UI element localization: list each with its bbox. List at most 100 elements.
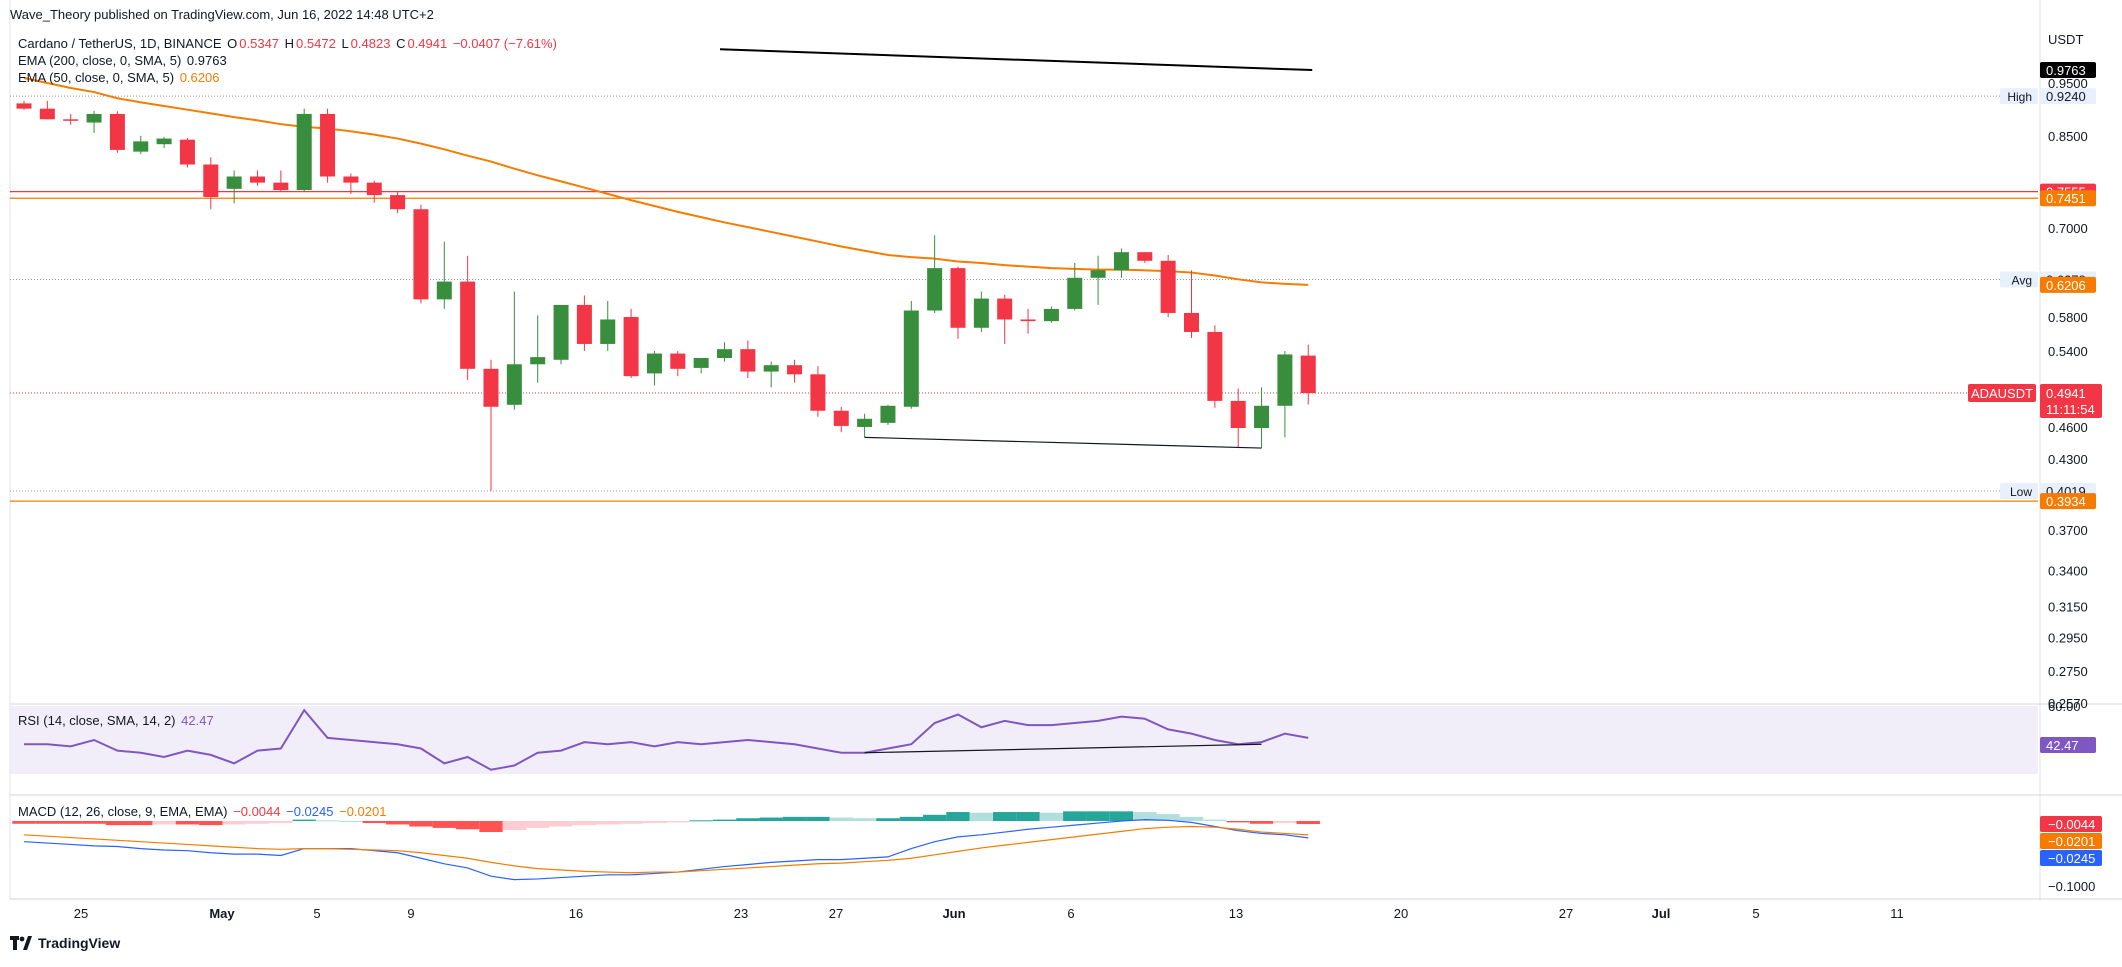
candle — [436, 241, 452, 309]
candle-body — [1160, 260, 1176, 313]
macd-line-badge — [2040, 850, 2102, 866]
macd-line-value: −0.0245 — [286, 804, 334, 819]
macd-histogram-bar — [666, 821, 690, 823]
horizontal-levels — [10, 190, 2038, 502]
candle — [740, 340, 756, 379]
macd-histogram-bar — [782, 816, 807, 821]
rsi-value-badge — [2040, 737, 2096, 753]
macd-signal-badge — [2040, 833, 2102, 849]
price-tick-label: 0.8500 — [2048, 129, 2088, 144]
rsi-trendline — [864, 743, 1262, 754]
candle — [226, 170, 242, 204]
time-tick-label: 16 — [569, 906, 583, 921]
price-tick-label: 0.3150 — [2048, 600, 2088, 615]
candle-body — [250, 176, 265, 183]
time-tick-label: 9 — [407, 906, 414, 921]
tradingview-logo[interactable]: TradingView — [10, 935, 120, 951]
rsi-legend[interactable]: RSI (14, close, SMA, 14, 2) 42.47 — [18, 713, 216, 728]
macd-histogram-bar — [1016, 812, 1040, 821]
macd-label: MACD (12, 26, close, 9, EMA, EMA) — [18, 804, 228, 819]
macd-histogram-bar — [339, 821, 363, 822]
last-price-countdown: 11:11:54 — [2046, 402, 2095, 417]
price-tick-label: 0.2570 — [2048, 696, 2088, 711]
candle — [763, 361, 779, 388]
candle-body — [623, 317, 639, 377]
time-tick-label: 27 — [1559, 906, 1573, 921]
candle-body — [553, 304, 569, 360]
price-tick-label: 0.2750 — [2048, 664, 2088, 679]
trendlines — [864, 436, 1262, 449]
ohlc-c-label: C — [396, 36, 406, 51]
price-badge-bg — [2040, 88, 2096, 105]
macd-histogram-bar — [479, 821, 503, 833]
candle-body — [179, 139, 195, 165]
macd-histogram-bar — [572, 821, 597, 826]
price-badge-text: 0.9240 — [2046, 89, 2086, 104]
price-axis[interactable]: USDT 0.9500 0.8500 0.7000 0.5800 0.5400 0.4600… — [1968, 32, 2102, 894]
price-tick-label: 0.7000 — [2048, 221, 2088, 236]
candle — [997, 294, 1013, 344]
ema50-label: EMA (50, close, 0, SMA, 5) — [18, 70, 175, 85]
macd-histogram-bar — [222, 821, 246, 825]
candle-body — [927, 268, 943, 311]
candle-body — [343, 176, 359, 183]
candle — [179, 137, 195, 168]
candle-body — [156, 138, 172, 145]
time-tick-label: 20 — [1394, 906, 1408, 921]
macd-histogram-bar — [852, 818, 877, 821]
macd-histogram-bar — [596, 821, 620, 825]
candle — [39, 100, 55, 120]
symbol-legend[interactable]: Cardano / TetherUS, 1D, BINANCE O 0.5347 … — [18, 36, 559, 51]
candle — [413, 204, 429, 304]
time-tick-label: 5 — [313, 906, 320, 921]
candle-body — [997, 298, 1013, 320]
price-tick-label: 0.4300 — [2048, 452, 2088, 467]
macd-histogram-bar — [35, 821, 60, 824]
ema200-label: EMA (200, close, 0, SMA, 5) — [18, 53, 182, 68]
candle-body — [763, 365, 779, 372]
candle — [530, 315, 546, 383]
time-tick-label: 11 — [1890, 906, 1904, 921]
candle-body — [436, 281, 452, 300]
candle — [1254, 387, 1270, 449]
candle — [646, 350, 662, 386]
candle — [1230, 388, 1246, 447]
macd-legend[interactable]: MACD (12, 26, close, 9, EMA, EMA) −0.004… — [18, 804, 388, 819]
candle-body — [273, 182, 289, 191]
candle — [693, 357, 709, 374]
macd-histogram-bar — [269, 821, 293, 824]
candle — [16, 100, 32, 110]
candle — [296, 108, 312, 192]
candle-body — [973, 298, 989, 328]
candle — [576, 295, 592, 351]
candle — [787, 359, 803, 383]
candle-body — [413, 209, 429, 300]
macd-histogram-bar — [292, 819, 316, 821]
ema200-legend[interactable]: EMA (200, close, 0, SMA, 5) 0.9763 — [18, 53, 229, 68]
macd-histogram-bar — [409, 821, 433, 827]
macd-hist-badge-text: −0.0044 — [2048, 817, 2095, 832]
candle — [156, 136, 172, 149]
ema50-value: 0.6206 — [179, 70, 220, 85]
candle — [133, 135, 149, 154]
candle — [1043, 306, 1059, 323]
candle-body — [787, 365, 803, 375]
price-badge: 0.6206 — [2040, 276, 2096, 293]
candle-body — [320, 113, 336, 177]
macd-signal-value: −0.0201 — [339, 804, 387, 819]
price-tick-label: 0.5800 — [2048, 310, 2088, 325]
time-tick-label: 6 — [1067, 906, 1074, 921]
candle — [1137, 252, 1153, 263]
candle-body — [63, 119, 79, 121]
candle — [460, 255, 476, 380]
candle-body — [1020, 319, 1036, 322]
currency-label: USDT — [2048, 32, 2083, 47]
candle-body — [1184, 312, 1199, 332]
time-tick-label: 23 — [734, 906, 748, 921]
ohlc-change: −0.0407 (−7.61%) — [452, 36, 557, 51]
candle-body — [903, 310, 919, 407]
time-axis[interactable]: 25 May 5 9 16 23 27 Jun 6 13 20 27 Jul 5 11 — [74, 906, 1904, 921]
ema50-legend[interactable]: EMA (50, close, 0, SMA, 5) 0.6206 — [18, 70, 221, 85]
